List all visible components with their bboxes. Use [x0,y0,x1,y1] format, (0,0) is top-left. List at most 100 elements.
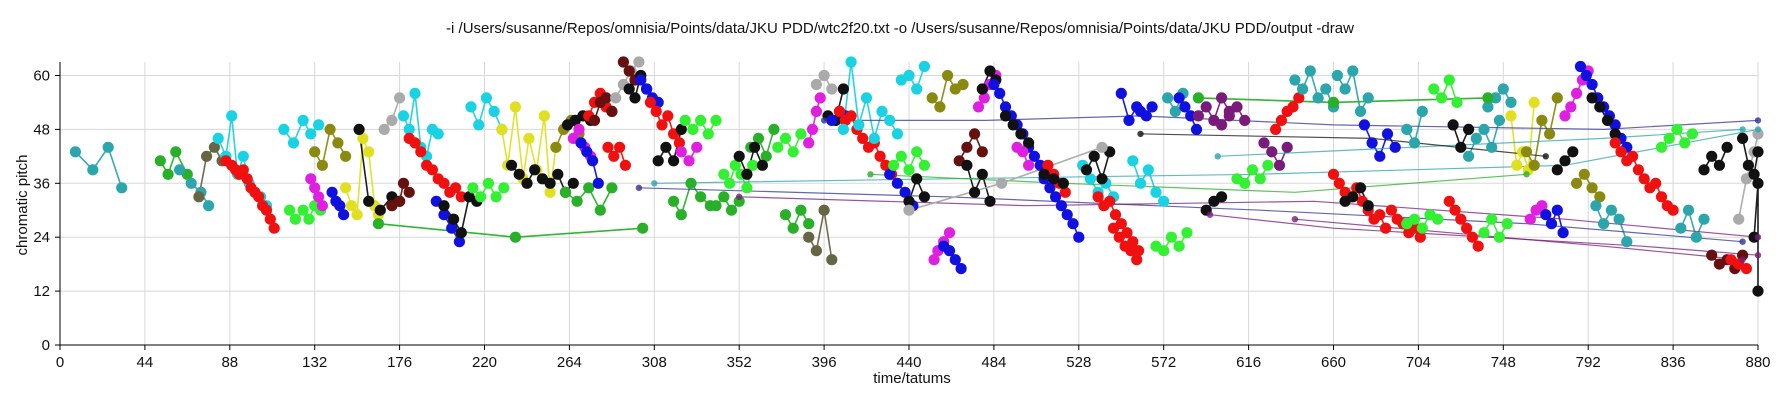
y-tick-label: 0 [42,337,50,354]
data-point [1486,213,1498,225]
data-point [1050,191,1062,203]
data-point [675,146,687,158]
data-point [581,146,593,158]
series-line [638,187,1743,243]
data-point [1740,262,1753,275]
data-point [1754,117,1762,124]
data-point [1022,137,1035,149]
data-point [316,159,328,171]
data-point [833,105,846,118]
data-point [397,110,410,122]
data-point [810,105,823,118]
data-point [650,105,662,118]
data-point [474,191,487,203]
data-point [1092,191,1104,203]
x-tick-label: 44 [137,354,154,371]
data-point [1501,218,1513,230]
data-point [544,177,556,189]
data-point [694,114,707,127]
data-point [1754,126,1762,133]
data-point [1586,92,1598,104]
data-point [339,182,352,194]
data-point [702,128,714,140]
data-point [1542,153,1550,160]
data-point [1463,123,1475,135]
x-tick-label: 176 [387,354,412,371]
data-point [1131,254,1143,266]
data-point [652,155,664,167]
data-point [1374,150,1386,162]
data-point [1216,191,1228,203]
data-point [1173,92,1185,104]
data-point [1281,141,1293,153]
data-point [968,128,981,140]
data-point [1752,177,1764,189]
series-line [1217,128,1743,157]
data-point [505,159,518,171]
series-line [654,128,1759,184]
data-point [1461,222,1473,234]
data-point [1416,222,1428,234]
data-point [736,193,743,200]
data-point [1466,231,1479,243]
data-point [1223,110,1235,122]
data-point [1571,177,1583,189]
data-point [1297,83,1309,95]
data-point [988,78,1000,91]
data-point [1362,92,1374,104]
x-tick-label: 308 [642,354,667,371]
data-point [201,150,213,162]
data-point [363,195,375,207]
data-point [1354,182,1367,194]
x-tick-label: 792 [1576,354,1601,371]
data-point [725,204,738,216]
data-point [1739,238,1746,245]
data-point [999,110,1012,122]
data-point [573,123,585,135]
data-point [1505,110,1517,122]
data-point [779,209,792,221]
data-point [857,132,869,144]
x-tick-label: 132 [302,354,327,371]
data-point [826,83,838,95]
data-point [635,184,643,191]
data-point [1291,216,1299,223]
data-point [1675,222,1687,234]
data-point [995,177,1008,189]
data-point [994,87,1006,100]
data-point [1698,213,1710,225]
data-point [467,182,479,194]
data-point [1107,222,1120,234]
data-point [1389,141,1401,153]
series-line [808,210,833,260]
data-point [1536,114,1548,127]
x-tick-label: 264 [557,354,582,371]
data-point [1339,83,1351,95]
data-point [1134,177,1147,189]
data-point [1671,123,1683,135]
data-point [449,182,462,194]
data-point [1150,186,1162,198]
data-point [1385,204,1398,216]
data-point [814,92,826,104]
data-point [203,200,215,212]
x-axis-title: time/tatums [873,370,951,387]
data-point [1505,96,1517,109]
series-line [1703,146,1728,171]
data-point [592,177,604,189]
data-point [651,180,658,187]
x-tick-label: 748 [1491,354,1516,371]
data-point [1239,114,1251,127]
data-point [1451,96,1463,109]
data-point [559,186,572,198]
data-point [803,231,815,243]
data-point [606,182,618,194]
data-point [1493,114,1506,127]
series-line [74,145,123,189]
data-point [1146,101,1158,113]
data-point [976,146,988,158]
data-point [1737,132,1749,144]
data-point [1028,150,1041,162]
data-point [446,222,458,234]
